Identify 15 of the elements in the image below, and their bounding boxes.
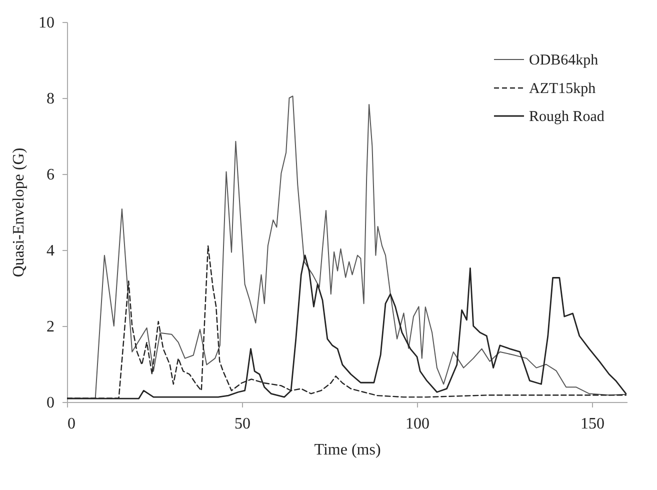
y-tick-label: 10: [38, 14, 54, 32]
x-tick-label: 100: [406, 416, 430, 432]
y-axis-title: Quasi-Envelope (G): [10, 148, 28, 278]
y-tick-label: 6: [46, 166, 54, 184]
y-tick-label: 4: [46, 242, 54, 260]
x-tick-label: 50: [234, 416, 250, 432]
legend-label: Rough Road: [529, 109, 605, 125]
legend-label: ODB64kph: [529, 52, 599, 68]
x-tick-label: 0: [68, 416, 76, 432]
y-tick-label: 2: [46, 318, 54, 336]
y-tick-label: 0: [46, 394, 54, 412]
x-axis-title: Time (ms): [314, 442, 381, 458]
y-tick-label: 8: [46, 90, 54, 108]
x-tick-label: 150: [580, 416, 604, 432]
legend-label: AZT15kph: [529, 81, 596, 97]
